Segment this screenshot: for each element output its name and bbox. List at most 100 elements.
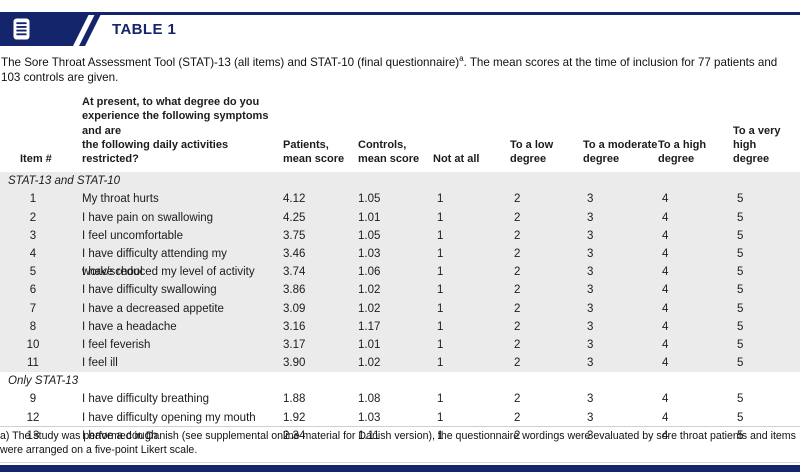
item-cell: 11 xyxy=(27,357,39,370)
patients-mean-cell: 3.75 xyxy=(283,229,306,242)
patients-mean-cell: 3.74 xyxy=(283,266,306,279)
likert-4-cell: 4 xyxy=(662,211,669,224)
item-cell: 1 xyxy=(29,193,37,206)
controls-mean-cell: 1.03 xyxy=(358,248,381,261)
likert-3-cell: 3 xyxy=(587,357,594,370)
question-cell: My throat hurts xyxy=(82,193,159,206)
item-cell: 9 xyxy=(29,393,37,406)
likert-3-cell: 3 xyxy=(587,302,594,315)
likert-4-cell: 4 xyxy=(662,411,669,424)
col-header-question: At present, to what degree do you experi… xyxy=(82,96,269,166)
likert-3-cell: 3 xyxy=(587,193,594,206)
question-cell: I have a decreased appetite xyxy=(82,302,224,315)
likert-4-cell: 4 xyxy=(662,193,669,206)
likert-4-cell: 4 xyxy=(662,229,669,242)
likert-2-cell: 2 xyxy=(514,393,521,406)
controls-mean-cell: 1.08 xyxy=(358,393,381,406)
likert-4-cell: 4 xyxy=(662,284,669,297)
likert-5-cell: 5 xyxy=(737,193,744,206)
item-cell: 7 xyxy=(29,302,37,315)
likert-4-cell: 4 xyxy=(662,357,669,370)
question-cell: I have difficulty breathing xyxy=(82,393,210,406)
likert-5-cell: 5 xyxy=(737,320,744,333)
likert-5-cell: 5 xyxy=(737,393,744,406)
likert-1-cell: 1 xyxy=(437,338,444,351)
table-row: 4 I have difficulty attending my work/sch… xyxy=(0,245,800,278)
table-header-row: Item # At present, to what degree do you… xyxy=(0,95,800,172)
likert-1-cell: 1 xyxy=(437,429,444,442)
question-cell: I have a headache xyxy=(82,320,177,333)
table-row: 11 I feel ill 3.90 1.02 1 2 3 4 5 xyxy=(0,354,800,372)
likert-2-cell: 2 xyxy=(514,248,521,261)
table-row: 10 I feel feverish 3.17 1.01 1 2 3 4 5 xyxy=(0,336,800,354)
likert-2-cell: 2 xyxy=(514,320,521,333)
col-header-very-high-degree: To a very high degree xyxy=(733,124,781,166)
patients-mean-cell: 3.86 xyxy=(283,284,306,297)
patients-mean-cell: 3.46 xyxy=(283,248,306,261)
likert-5-cell: 5 xyxy=(737,248,744,261)
patients-mean-cell: 1.92 xyxy=(283,411,306,424)
table-row: 12 I have difficulty opening my mouth 1.92… xyxy=(0,409,800,427)
likert-5-cell: 5 xyxy=(737,211,744,224)
controls-mean-cell: 1.01 xyxy=(358,211,381,224)
table-row: 3 I feel uncomfortable 3.75 1.05 1 2 3 4 5 xyxy=(0,227,800,245)
item-cell: 10 xyxy=(26,338,40,351)
question-cell: I have pain on swallowing xyxy=(82,211,214,224)
likert-1-cell: 1 xyxy=(437,266,444,279)
col-header-moderate-degree: To a moderate degree xyxy=(583,138,658,166)
controls-mean-cell: 1.03 xyxy=(358,411,381,424)
likert-5-cell: 5 xyxy=(737,338,744,351)
likert-1-cell: 1 xyxy=(437,248,444,261)
likert-3-cell: 3 xyxy=(587,429,594,442)
item-cell: 4 xyxy=(29,248,37,261)
likert-3-cell: 3 xyxy=(587,338,594,351)
caption-superscript: a xyxy=(459,54,464,63)
likert-3-cell: 3 xyxy=(587,411,594,424)
table-section: Only STAT-13 9 I have difficulty breathing… xyxy=(0,372,800,445)
question-cell: I feel feverish xyxy=(82,338,151,351)
likert-4-cell: 4 xyxy=(662,302,669,315)
patients-mean-cell: 4.12 xyxy=(283,193,306,206)
likert-1-cell: 1 xyxy=(437,284,444,297)
table-row: 9 I have difficulty breathing 1.88 1.08 1 2 3 4… xyxy=(0,390,800,408)
likert-3-cell: 3 xyxy=(587,248,594,261)
question-cell: I have difficulty swallowing xyxy=(82,284,217,297)
likert-1-cell: 1 xyxy=(437,357,444,370)
col-header-low-degree: To a low degree xyxy=(510,138,554,166)
table-footnote: a) The study was performed in Danish (se… xyxy=(0,426,800,458)
controls-mean-cell: 1.17 xyxy=(358,320,381,333)
col-header-not-at-all: Not at all xyxy=(433,153,480,166)
table-body: STAT-13 and STAT-10 1 My throat hurts 4.12 1… xyxy=(0,172,800,444)
controls-mean-cell: 1.06 xyxy=(358,266,381,279)
likert-2-cell: 2 xyxy=(514,211,521,224)
likert-3-cell: 3 xyxy=(587,229,594,242)
controls-mean-cell: 1.05 xyxy=(358,229,381,242)
item-cell: 2 xyxy=(29,211,37,224)
likert-5-cell: 5 xyxy=(737,229,744,242)
table-caption: The Sore Throat Assessment Tool (STAT)-1… xyxy=(1,54,799,85)
item-cell: 5 xyxy=(29,266,37,279)
item-cell: 6 xyxy=(29,284,37,297)
likert-5-cell: 5 xyxy=(737,429,744,442)
likert-1-cell: 1 xyxy=(437,320,444,333)
likert-5-cell: 5 xyxy=(737,357,744,370)
likert-1-cell: 1 xyxy=(437,211,444,224)
likert-2-cell: 2 xyxy=(514,284,521,297)
likert-2-cell: 2 xyxy=(514,193,521,206)
patients-mean-cell: 3.90 xyxy=(283,357,306,370)
col-header-high-degree: To a high degree xyxy=(658,138,707,166)
patients-mean-cell: 2.34 xyxy=(283,429,306,442)
likert-4-cell: 4 xyxy=(662,320,669,333)
item-cell: 12 xyxy=(26,411,40,424)
question-cell: I feel ill xyxy=(82,357,118,370)
item-cell: 8 xyxy=(29,320,37,333)
caption-main: The Sore Throat Assessment Tool (STAT)-1… xyxy=(1,55,460,69)
question-cell: I have a cough xyxy=(82,429,158,442)
question-cell: I have reduced my level of activity xyxy=(82,266,255,279)
likert-2-cell: 2 xyxy=(514,357,521,370)
likert-1-cell: 1 xyxy=(437,411,444,424)
table-row: 13 I have a cough 2.34 1.11 1 2 3 4 5 xyxy=(0,427,800,445)
col-header-item: Item # xyxy=(20,153,52,166)
likert-5-cell: 5 xyxy=(737,266,744,279)
likert-3-cell: 3 xyxy=(587,393,594,406)
